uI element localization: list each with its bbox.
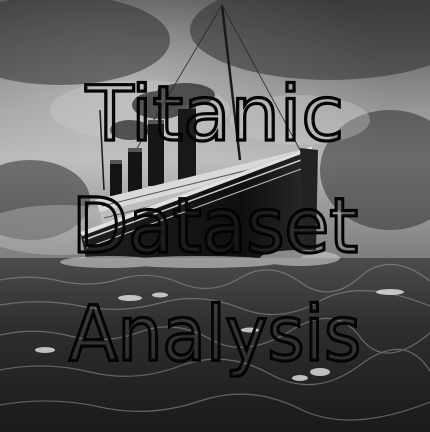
foam — [35, 289, 404, 381]
title-line-1: Titanic — [85, 69, 344, 158]
title-line-3: Analysis — [69, 289, 361, 378]
clouds — [0, 0, 430, 240]
title-line-2: Dataset — [72, 181, 358, 270]
ship-illustration — [60, 4, 340, 268]
waves — [0, 263, 430, 421]
poster-title: Titanic Dataset Analysis — [67, 67, 362, 379]
sea — [0, 258, 430, 432]
